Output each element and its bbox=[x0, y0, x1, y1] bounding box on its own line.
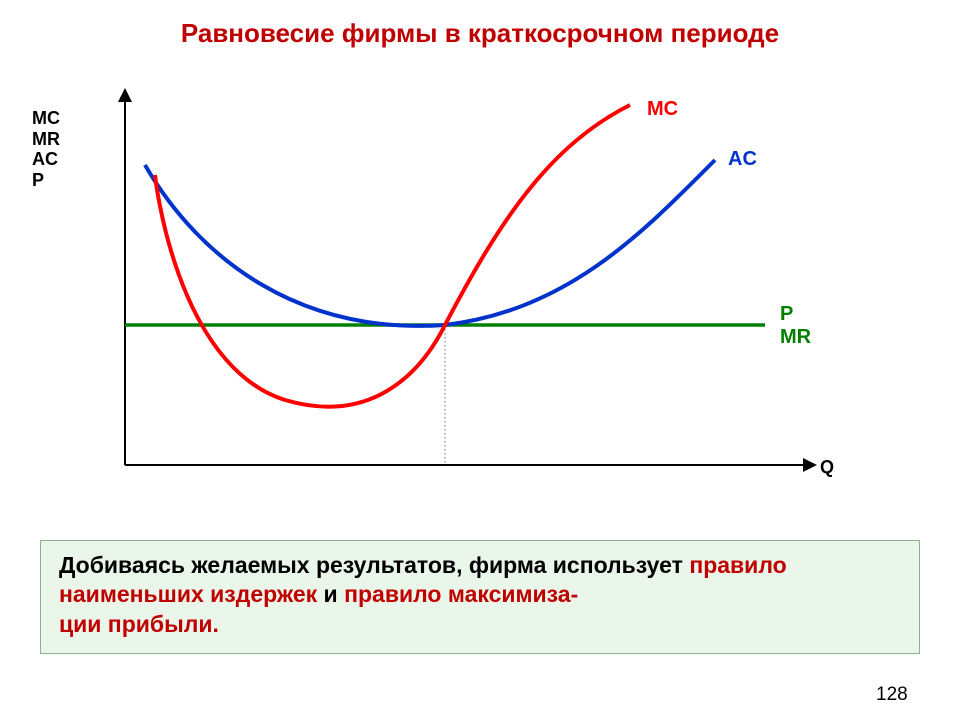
equilibrium-chart: MC AC P MR Q bbox=[100, 85, 860, 500]
mc-label: MC bbox=[647, 98, 678, 120]
x-axis-label: Q bbox=[820, 457, 834, 477]
p-label: P bbox=[780, 303, 793, 325]
ac-curve bbox=[145, 160, 715, 326]
mc-curve bbox=[155, 105, 630, 407]
caption-fragment: правило максимиза- bbox=[344, 581, 578, 607]
page-number: 128 bbox=[876, 684, 908, 706]
ac-label: AC bbox=[728, 148, 757, 170]
chart-title: Равновесие фирмы в краткосрочном периоде bbox=[0, 18, 960, 49]
caption-box: Добиваясь желаемых результатов, фирма ис… bbox=[40, 540, 920, 654]
caption-fragment: ции прибыли. bbox=[59, 611, 219, 637]
caption-fragment: и bbox=[317, 581, 344, 607]
y-axis-labels: MCMRACP bbox=[32, 108, 60, 191]
caption-fragment: Добиваясь желаемых результатов, фирма ис… bbox=[59, 552, 689, 578]
mr-label: MR bbox=[780, 326, 812, 348]
